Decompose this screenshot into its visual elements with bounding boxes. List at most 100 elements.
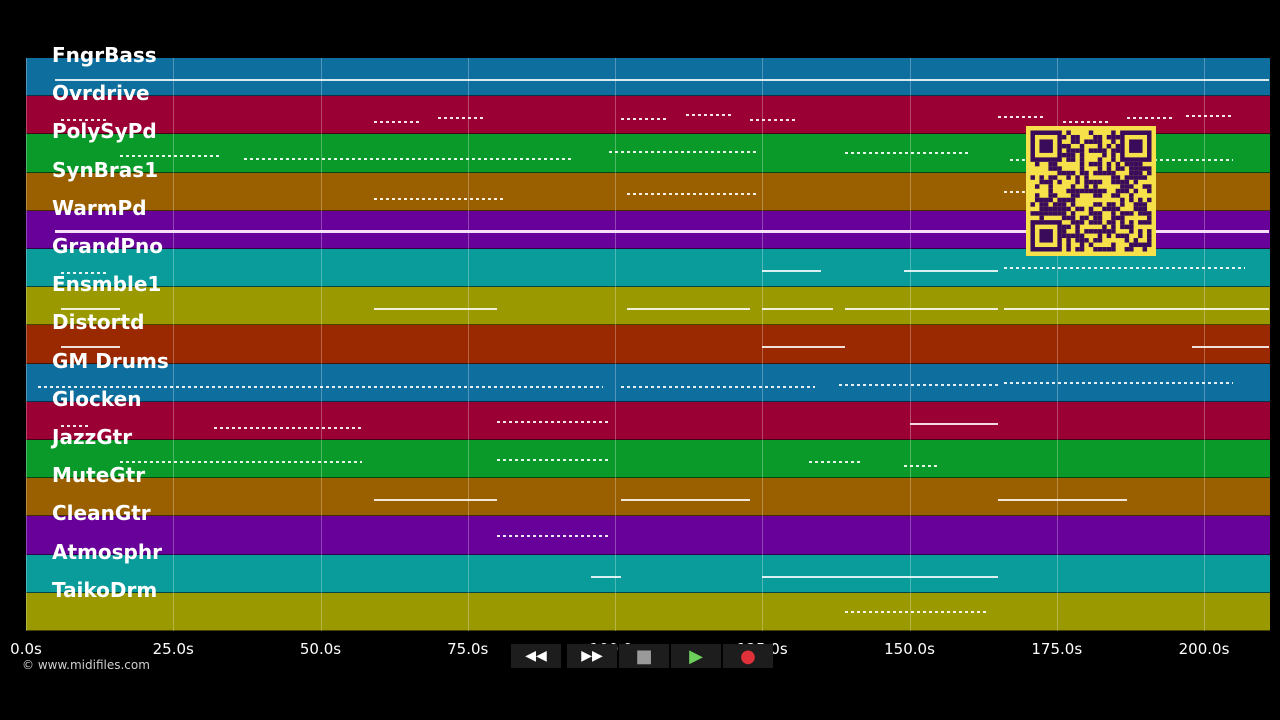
note-segment: [373, 121, 421, 124]
note-segment: [243, 158, 574, 161]
note-segment: [1133, 308, 1269, 311]
note-segment: [497, 459, 610, 461]
time-gridline: [173, 58, 175, 631]
note-segment: [620, 118, 668, 121]
track-lane[interactable]: [26, 478, 1270, 517]
note-segment: [61, 119, 109, 122]
note-segment: [809, 461, 863, 463]
note-segment: [762, 575, 998, 578]
note-segment: [55, 79, 1269, 81]
time-gridline: [762, 58, 764, 631]
time-tick-label: 175.0s: [1031, 640, 1083, 658]
track-lane[interactable]: [26, 401, 1270, 440]
track-name: Ovrdrive: [52, 81, 150, 106]
note-segment: [838, 383, 998, 386]
note-segment: [750, 119, 798, 122]
note-segment: [844, 152, 969, 155]
time-gridline: [320, 58, 322, 631]
note-segment: [55, 229, 1269, 233]
note-segment: [373, 499, 498, 502]
note-segment: [844, 610, 987, 613]
note-segment: [1003, 190, 1028, 193]
track-name: MuteGtr: [52, 463, 146, 488]
note-segment: [61, 308, 121, 311]
note-segment: [591, 575, 621, 578]
track-name: CleanGtr: [52, 501, 151, 526]
note-segment: [626, 192, 757, 195]
note-segment: [1003, 381, 1234, 384]
track-name: WarmPd: [52, 195, 147, 220]
time-gridline: [909, 58, 911, 631]
note-segment: [997, 116, 1045, 119]
track-name: Distortd: [52, 310, 145, 335]
time-gridline: [615, 58, 616, 631]
play-button[interactable]: ▶: [671, 644, 721, 668]
track-lane[interactable]: [26, 440, 1270, 479]
time-tick-label: 0.0s: [10, 640, 42, 658]
track-name: PolySyPd: [52, 119, 157, 144]
copyright-credit: © www.midifiles.com: [22, 658, 150, 672]
time-gridline: [26, 58, 27, 631]
note-segment: [373, 308, 498, 311]
note-segment: [497, 420, 610, 423]
fast-forward-icon: ▶▶: [581, 648, 603, 664]
time-gridline: [1204, 58, 1206, 631]
track-name: GM Drums: [52, 348, 169, 373]
transport-controls: ◀◀ ▶▶ ■ ▶ ●: [511, 644, 773, 668]
time-gridline: [1056, 58, 1058, 631]
stop-button[interactable]: ■: [619, 644, 669, 668]
note-segment: [37, 385, 604, 388]
note-segment: [438, 117, 486, 120]
note-segment: [844, 308, 998, 311]
note-segment: [903, 465, 939, 467]
track-name: FngrBass: [52, 43, 157, 67]
track-name: TaikoDrm: [52, 577, 158, 602]
note-segment: [609, 151, 757, 154]
note-segment: [909, 422, 998, 425]
note-segment: [1127, 117, 1175, 120]
track-lane[interactable]: [26, 325, 1270, 364]
note-segment: [762, 346, 845, 349]
fast-forward-button[interactable]: ▶▶: [567, 644, 617, 668]
time-tick-label: 75.0s: [447, 640, 489, 658]
track-lane[interactable]: [26, 287, 1270, 326]
play-icon: ▶: [689, 645, 703, 667]
stop-icon: ■: [635, 645, 653, 667]
rewind-button[interactable]: ◀◀: [511, 644, 561, 668]
note-segment: [120, 155, 221, 158]
note-segment: [497, 535, 610, 538]
track-name: GrandPno: [52, 234, 163, 258]
record-icon: ●: [740, 645, 756, 667]
note-segment: [61, 272, 109, 274]
track-lane[interactable]: [26, 58, 1270, 97]
record-button[interactable]: ●: [723, 644, 773, 668]
track-name: Glocken: [52, 386, 142, 411]
time-gridline: [467, 58, 469, 631]
track-lane[interactable]: [26, 554, 1270, 593]
note-segment: [903, 270, 998, 272]
note-segment: [214, 426, 362, 429]
note-segment: [1062, 121, 1110, 124]
note-segment: [1003, 308, 1134, 311]
note-segment: [61, 346, 121, 349]
time-tick-label: 50.0s: [299, 640, 342, 658]
note-segment: [762, 270, 822, 272]
note-segment: [685, 114, 733, 117]
note-segment: [1003, 267, 1246, 269]
note-segment: [620, 499, 751, 502]
time-tick-label: 150.0s: [884, 640, 935, 658]
note-segment: [373, 197, 504, 200]
track-name: SynBras1: [52, 157, 159, 182]
note-segment: [997, 499, 1128, 502]
time-tick-label: 25.0s: [152, 640, 194, 658]
track-lane[interactable]: [26, 516, 1270, 555]
note-segment: [626, 308, 751, 311]
track-name: Ensmble1: [52, 272, 162, 297]
note-segment: [1192, 346, 1269, 349]
time-tick-label: 200.0s: [1178, 640, 1230, 658]
note-segment: [61, 424, 91, 427]
rewind-icon: ◀◀: [525, 648, 547, 664]
track-lane[interactable]: [26, 592, 1270, 631]
note-segment: [120, 461, 362, 463]
track-name: Atmosphr: [52, 539, 162, 564]
